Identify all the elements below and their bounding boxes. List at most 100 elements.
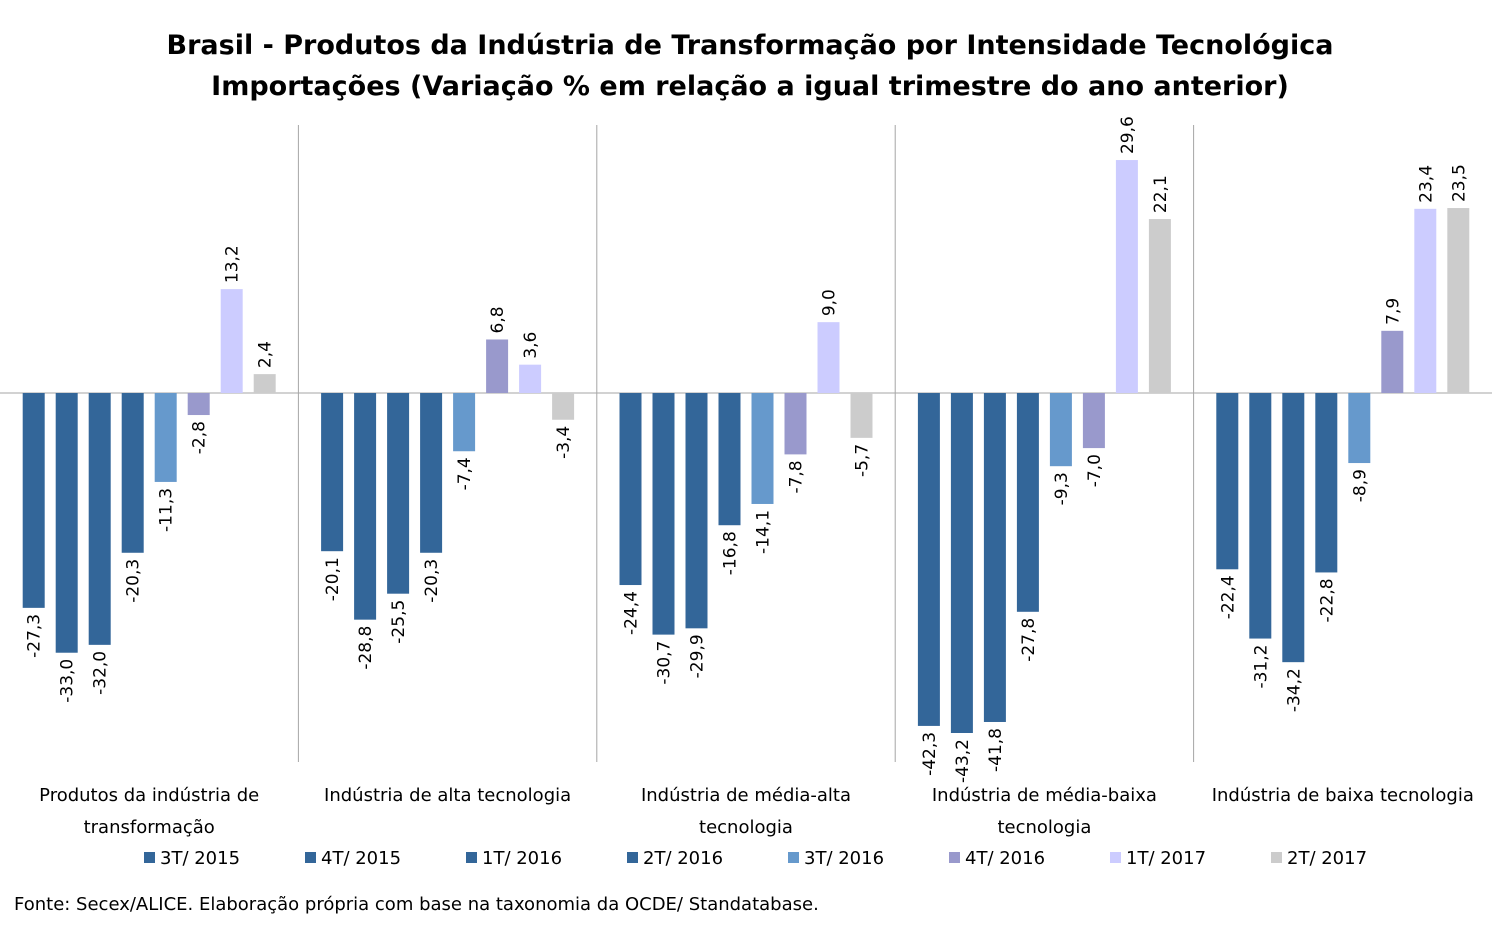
data-label: -42,3 bbox=[920, 732, 940, 776]
title-line-1: Brasil - Produtos da Indústria de Transf… bbox=[167, 30, 1334, 61]
legend-swatch bbox=[1110, 852, 1121, 863]
bar-3t-2016-cat1 bbox=[154, 393, 177, 482]
bar-2t-2016-cat2 bbox=[420, 393, 443, 553]
data-label: -20,3 bbox=[124, 559, 144, 603]
bar-3t-2016-cat5 bbox=[1348, 393, 1371, 464]
bar-3t-2016-cat2 bbox=[453, 393, 476, 452]
data-label: 13,2 bbox=[223, 245, 243, 283]
legend-swatch bbox=[466, 852, 477, 863]
bar-3t-2015-cat1 bbox=[22, 393, 45, 608]
bar-1t-2016-cat5 bbox=[1282, 393, 1305, 663]
data-label: 29,6 bbox=[1118, 116, 1138, 154]
bar-1t-2016-cat1 bbox=[88, 393, 111, 645]
legend-swatch bbox=[949, 852, 960, 863]
category-dividers bbox=[297, 125, 1195, 762]
legend-swatch bbox=[1271, 852, 1282, 863]
data-label: 6,8 bbox=[488, 306, 508, 333]
category-label: Produtos da indústria de bbox=[39, 785, 259, 806]
bar-1t-2017-cat4 bbox=[1115, 160, 1138, 393]
legend-label: 1T/ 2016 bbox=[482, 848, 562, 869]
data-label: -24,4 bbox=[622, 591, 642, 635]
bar-4t-2015-cat5 bbox=[1249, 393, 1272, 639]
legend-label: 2T/ 2017 bbox=[1287, 848, 1367, 869]
bar-4t-2015-cat3 bbox=[652, 393, 675, 635]
bar-1t-2016-cat4 bbox=[983, 393, 1006, 722]
data-label: 23,4 bbox=[1416, 165, 1436, 203]
bar-4t-2016-cat1 bbox=[187, 393, 210, 416]
data-labels: -27,3 -20,1 -24,4 -42,3 -22,4 -33,0 -28,8 -30,7… bbox=[25, 116, 1470, 783]
bar-3t-2015-cat3 bbox=[619, 393, 642, 586]
data-label: -7,0 bbox=[1085, 454, 1105, 487]
data-label: -20,3 bbox=[422, 559, 442, 603]
category-labels: Produtos da indústria de transformação Ind… bbox=[39, 785, 1474, 838]
data-label: -43,2 bbox=[953, 739, 973, 783]
bar-3t-2015-cat2 bbox=[321, 393, 344, 552]
category-label: Indústria de média-alta bbox=[641, 785, 851, 806]
data-label: -2,8 bbox=[190, 421, 210, 454]
bar-3t-2016-cat4 bbox=[1049, 393, 1072, 467]
data-label: -16,8 bbox=[721, 531, 741, 575]
data-label: 23,5 bbox=[1449, 164, 1469, 202]
bar-2t-2016-cat4 bbox=[1016, 393, 1039, 612]
data-label: 22,1 bbox=[1151, 175, 1171, 213]
category-label: transformação bbox=[84, 817, 215, 838]
legend-label: 1T/ 2017 bbox=[1126, 848, 1206, 869]
data-label: -7,8 bbox=[787, 460, 807, 493]
data-label: -20,1 bbox=[323, 557, 343, 601]
bar-2t-2017-cat4 bbox=[1148, 219, 1171, 393]
bar-4t-2015-cat2 bbox=[354, 393, 377, 620]
bar-4t-2016-cat3 bbox=[784, 393, 807, 455]
legend-swatch bbox=[788, 852, 799, 863]
bar-2t-2017-cat3 bbox=[850, 393, 873, 438]
source-note: Fonte: Secex/ALICE. Elaboração própria c… bbox=[14, 894, 819, 915]
legend-label: 3T/ 2016 bbox=[804, 848, 884, 869]
category-label: tecnologia bbox=[997, 817, 1091, 838]
legend-label: 4T/ 2015 bbox=[321, 848, 401, 869]
data-label: -5,7 bbox=[853, 444, 873, 477]
bar-2t-2016-cat1 bbox=[121, 393, 144, 553]
bars bbox=[22, 160, 1470, 733]
data-label: -32,0 bbox=[91, 651, 111, 695]
chart-title: Brasil - Produtos da Indústria de Transf… bbox=[167, 30, 1334, 102]
bar-1t-2016-cat2 bbox=[387, 393, 410, 594]
category-label: Indústria de alta tecnologia bbox=[324, 785, 571, 806]
data-label: -29,9 bbox=[688, 634, 708, 678]
bar-4t-2016-cat5 bbox=[1381, 330, 1404, 393]
category-label: Indústria de baixa tecnologia bbox=[1212, 785, 1474, 806]
category-label: tecnologia bbox=[699, 817, 793, 838]
legend-swatch bbox=[144, 852, 155, 863]
data-label: -25,5 bbox=[389, 600, 409, 644]
bar-4t-2015-cat1 bbox=[55, 393, 78, 653]
data-label: -31,2 bbox=[1251, 645, 1271, 689]
bar-1t-2017-cat2 bbox=[519, 364, 542, 393]
data-label: -11,3 bbox=[157, 488, 177, 532]
bar-2t-2017-cat1 bbox=[253, 374, 276, 393]
data-label: -28,8 bbox=[356, 626, 376, 670]
bar-1t-2017-cat5 bbox=[1414, 208, 1437, 393]
bar-4t-2016-cat2 bbox=[486, 339, 509, 393]
legend-swatch bbox=[305, 852, 316, 863]
legend-swatch bbox=[627, 852, 638, 863]
data-label: -3,4 bbox=[554, 426, 574, 459]
bar-3t-2015-cat5 bbox=[1216, 393, 1239, 570]
category-label: Indústria de média-baixa bbox=[932, 785, 1157, 806]
bar-3t-2016-cat3 bbox=[751, 393, 774, 504]
title-line-2: Importações (Variação % em relação a igu… bbox=[211, 71, 1289, 102]
legend-label: 4T/ 2016 bbox=[965, 848, 1045, 869]
data-label: -7,4 bbox=[455, 457, 475, 490]
data-label: 9,0 bbox=[820, 289, 840, 316]
bar-4t-2015-cat4 bbox=[950, 393, 973, 733]
data-label: -30,7 bbox=[655, 641, 675, 685]
data-label: 2,4 bbox=[256, 341, 276, 368]
bar-3t-2015-cat4 bbox=[917, 393, 940, 726]
legend-label: 3T/ 2015 bbox=[160, 848, 240, 869]
data-label: 3,6 bbox=[521, 332, 541, 359]
data-label: -27,3 bbox=[25, 614, 45, 658]
bar-2t-2017-cat5 bbox=[1447, 208, 1470, 393]
data-label: -22,4 bbox=[1218, 575, 1238, 619]
legend-label: 2T/ 2016 bbox=[643, 848, 723, 869]
bar-2t-2016-cat3 bbox=[718, 393, 741, 526]
data-label: -22,8 bbox=[1317, 578, 1337, 622]
data-label: -33,0 bbox=[58, 659, 78, 703]
